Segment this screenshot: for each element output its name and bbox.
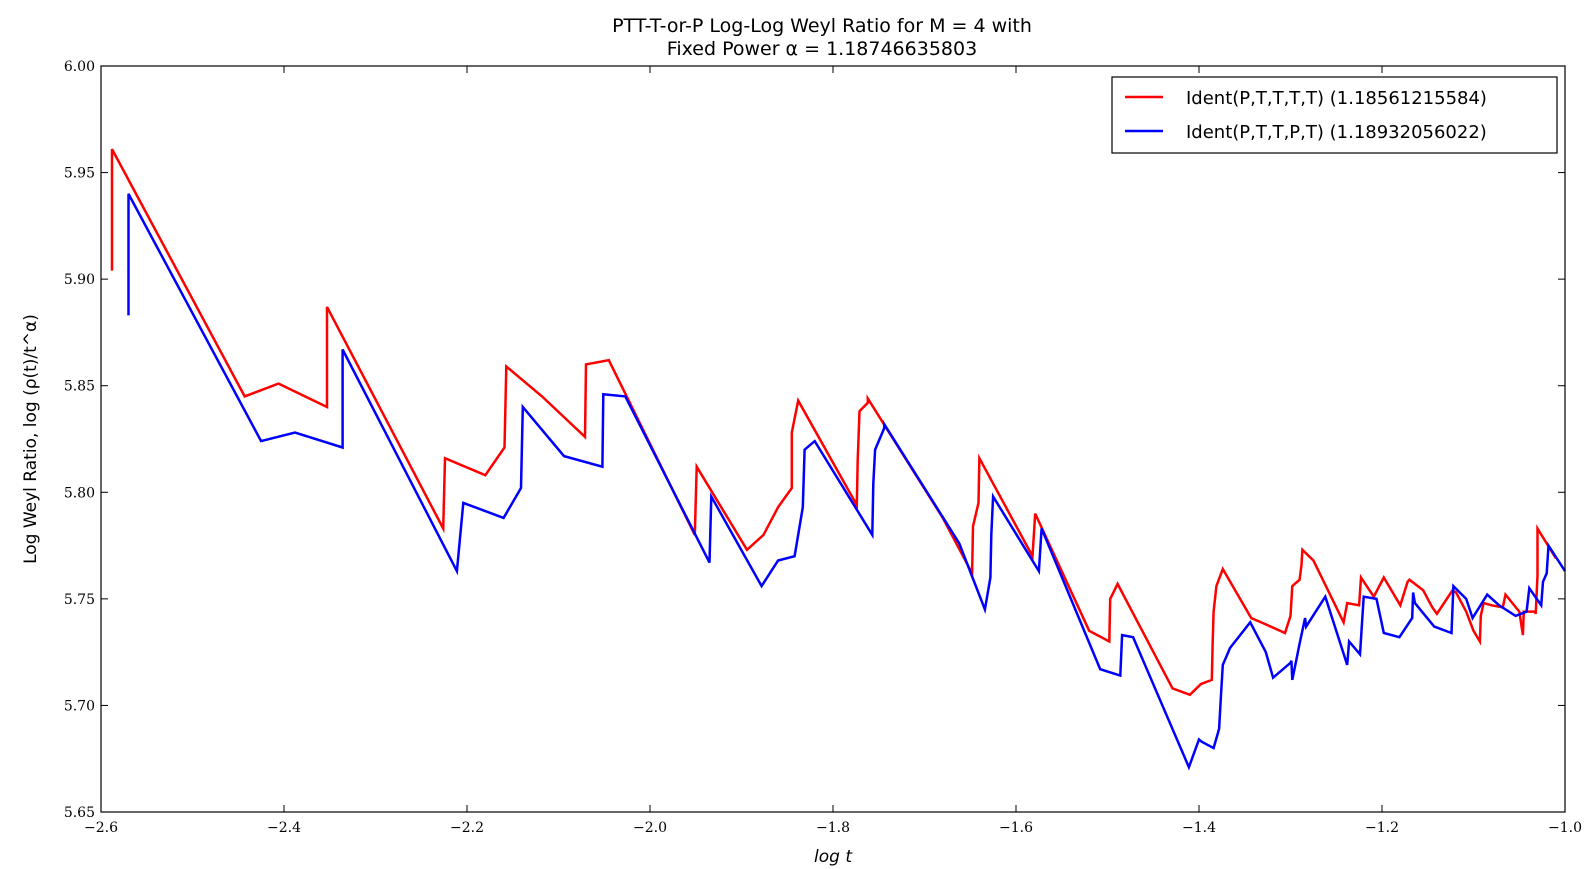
- x-tick-label: −1.6: [999, 820, 1033, 836]
- y-tick-label: 5.85: [64, 379, 95, 395]
- y-tick-label: 5.90: [64, 272, 95, 288]
- y-tick-label: 5.80: [64, 485, 95, 501]
- x-tick-label: −2.4: [267, 820, 301, 836]
- x-axis-label: log t: [814, 847, 853, 867]
- y-tick-label: 5.75: [64, 592, 95, 608]
- y-tick-label: 6.00: [64, 59, 95, 75]
- plot-area: [101, 66, 1565, 812]
- legend-label-ident-pttpt: Ident(P,T,T,P,T) (1.18932056022): [1186, 122, 1487, 143]
- x-tick-label: −2.2: [450, 820, 484, 836]
- y-tick-label: 5.70: [64, 698, 95, 714]
- legend: Ident(P,T,T,T,T) (1.18561215584) Ident(P…: [1111, 76, 1558, 154]
- plot-frame: [100, 65, 1566, 813]
- x-tick-label: −1.0: [1548, 820, 1582, 836]
- x-tick-label: −1.2: [1365, 820, 1399, 836]
- y-tick-label: 5.65: [64, 805, 95, 821]
- chart-title-line-2: Fixed Power α = 1.18746635803: [667, 38, 977, 60]
- legend-label-ident-ptttt: Ident(P,T,T,T,T) (1.18561215584): [1186, 88, 1487, 109]
- legend-box: [1111, 76, 1558, 154]
- y-tick-label: 5.95: [64, 166, 95, 182]
- chart-title-line-1: PTT-T-or-P Log-Log Weyl Ratio for M = 4 …: [612, 15, 1032, 37]
- x-tick-label: −2.0: [633, 820, 667, 836]
- axis-tick-labels: −2.6 −2.4 −2.2 −2.0 −1.8 −1.6 −1.4 −1.2 −1.0 5.65…: [64, 59, 1582, 836]
- x-tick-label: −1.4: [1182, 820, 1216, 836]
- x-tick-label: −1.8: [816, 820, 850, 836]
- series-line-ident-pttpt: [127, 193, 1567, 771]
- x-tick-label: −2.6: [84, 820, 118, 836]
- series-lines: [110, 148, 1567, 771]
- y-axis-label: Log Weyl Ratio, log (ρ(t)/t^α): [21, 314, 41, 564]
